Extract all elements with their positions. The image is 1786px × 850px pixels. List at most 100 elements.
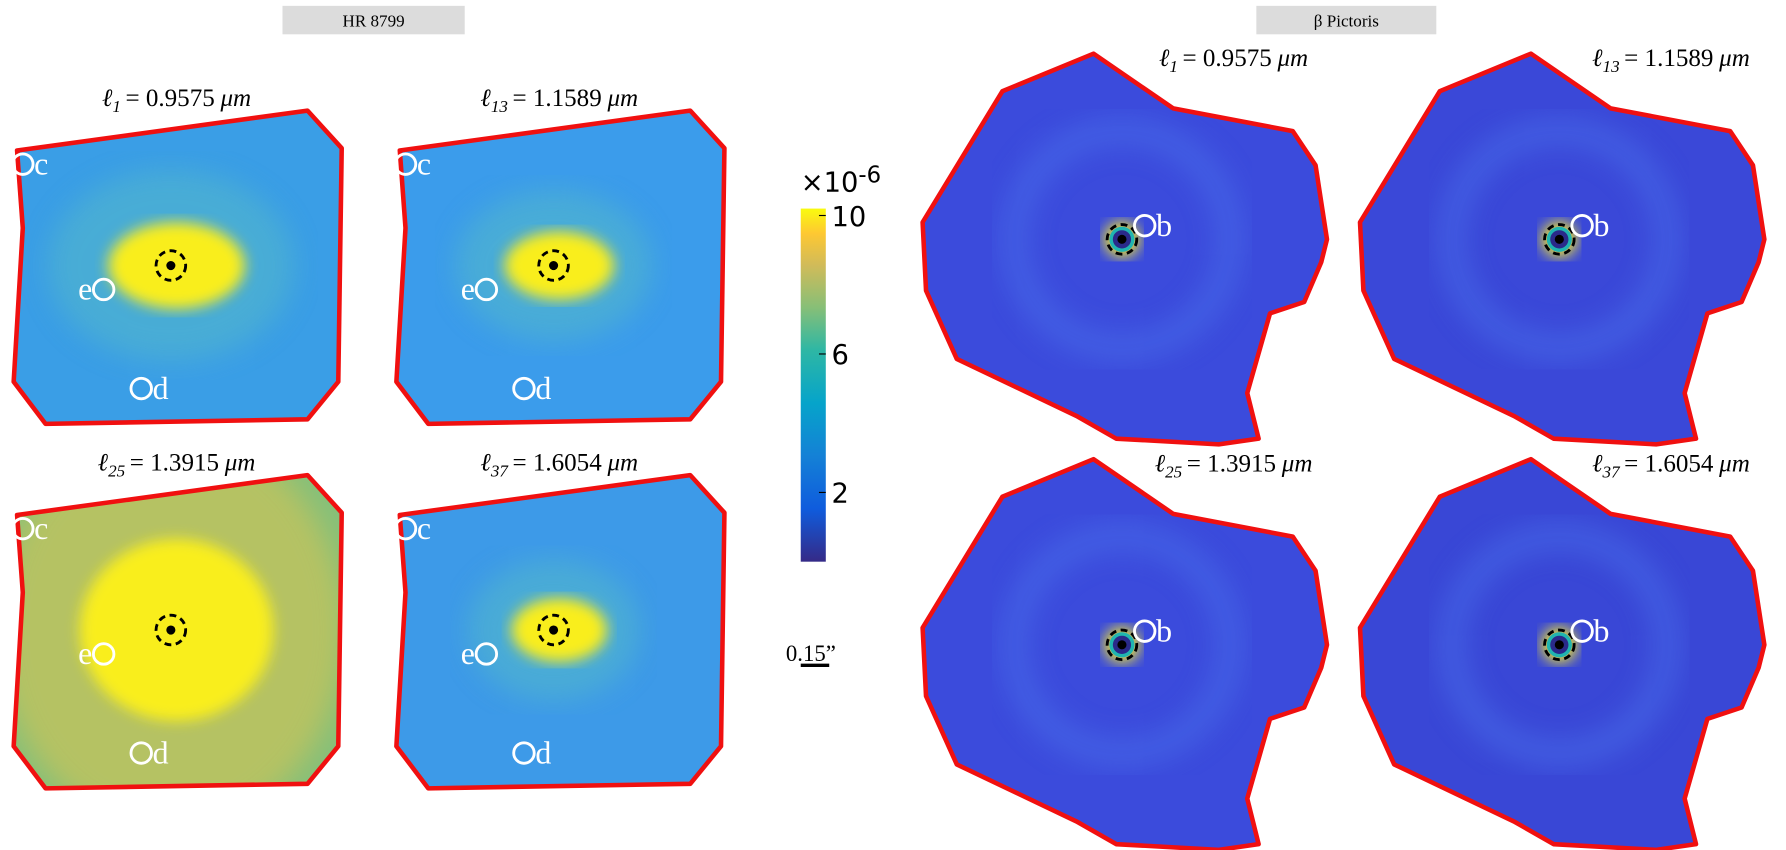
speckle	[79, 538, 274, 722]
panel: b ℓ1 = 0.9575 μm	[920, 45, 1330, 447]
symbol: ℓ	[1155, 451, 1166, 478]
symbol: ℓ	[1592, 451, 1603, 478]
speckle	[511, 598, 608, 662]
planet-label: d	[535, 735, 551, 770]
planet-marker	[1133, 213, 1157, 238]
planet-label: c	[417, 511, 431, 546]
star	[1117, 640, 1127, 650]
symbol: ℓ	[102, 85, 113, 112]
star-mask	[537, 249, 570, 282]
panel-image	[1360, 53, 1765, 445]
symbol: ℓ	[98, 450, 109, 477]
star	[549, 625, 559, 635]
panel-outline	[1357, 51, 1767, 447]
planet-label: e	[461, 272, 475, 307]
planet-marker	[393, 152, 418, 176]
unit: μm	[606, 450, 638, 477]
panel-image	[396, 110, 725, 424]
wavelength: = 1.6054	[1624, 451, 1714, 478]
planet-marker	[91, 642, 116, 666]
planet-label: d	[153, 735, 169, 770]
colorbar-tick-label: 6	[831, 340, 848, 371]
panel: c e d ℓ1 = 0.9575 μm	[11, 85, 344, 427]
group-header: β Pictoris	[1314, 11, 1379, 30]
star-mask	[1105, 223, 1139, 256]
symbol: ℓ	[1159, 45, 1170, 72]
panel-outline	[394, 108, 727, 427]
colorbar-multiplier: ×10-6	[801, 162, 881, 198]
panel: c e d ℓ37 = 1.6054 μm	[393, 450, 727, 791]
planet-marker	[129, 376, 153, 401]
unit: μm	[1718, 45, 1750, 72]
star	[166, 260, 176, 271]
unit: μm	[1276, 45, 1308, 72]
panel-title: ℓ13 = 1.1589 μm	[480, 85, 638, 116]
planet-marker	[91, 277, 116, 302]
ring	[1001, 118, 1243, 361]
index: 1	[1169, 57, 1178, 76]
star-mask	[154, 613, 188, 647]
panel-title: ℓ1 = 0.9575 μm	[1159, 45, 1308, 76]
panel-outline	[920, 456, 1330, 850]
planet-label: e	[78, 272, 92, 307]
index: 25	[1165, 462, 1183, 481]
panel: b ℓ25 = 1.3915 μm	[920, 451, 1330, 850]
unit: μm	[1718, 451, 1750, 478]
speckle	[504, 231, 614, 300]
panel-title: ℓ37 = 1.6054 μm	[1592, 451, 1750, 482]
wavelength: = 1.1589	[1624, 45, 1713, 72]
index: 37	[1602, 462, 1622, 481]
wavelength: = 1.6054	[512, 450, 602, 477]
panel-image	[922, 459, 1327, 850]
panel: b ℓ37 = 1.6054 μm	[1357, 451, 1767, 850]
planet-label: d	[153, 371, 169, 406]
index: 25	[108, 461, 126, 480]
unit: μm	[1281, 451, 1313, 478]
speckle	[108, 222, 245, 309]
planet-label: c	[34, 511, 48, 546]
star-mask	[1105, 628, 1139, 662]
index: 37	[490, 461, 510, 480]
planet-label: e	[78, 636, 92, 671]
panel: c e d ℓ13 = 1.1589 μm	[393, 85, 727, 427]
planet-label: d	[535, 371, 551, 406]
planet-label: b	[1594, 613, 1610, 648]
scale-bar-label: 0.15”	[786, 641, 836, 666]
star	[1554, 640, 1564, 650]
index: 13	[1603, 57, 1620, 76]
planet-label: b	[1594, 208, 1610, 243]
planet-marker	[1570, 213, 1594, 238]
panel-image	[396, 475, 725, 789]
star	[166, 625, 176, 635]
star	[549, 260, 559, 271]
planet-label: e	[461, 636, 475, 671]
ring	[1438, 118, 1681, 361]
group-header-bg	[282, 5, 465, 35]
planet-marker	[474, 277, 499, 302]
star-mask	[154, 249, 188, 282]
star-mask	[537, 613, 570, 647]
colorbar	[800, 208, 826, 562]
index: 13	[491, 97, 508, 116]
unit: μm	[606, 85, 638, 112]
planet-marker	[393, 516, 418, 541]
ring	[1438, 524, 1681, 766]
group-header: HR 8799	[343, 11, 405, 30]
panel: c e d ℓ25 = 1.3915 μm	[11, 450, 344, 791]
planet-marker	[512, 741, 536, 765]
wavelength: = 1.3915	[1187, 451, 1276, 478]
wavelength: = 0.9575	[1183, 45, 1272, 72]
wavelength: = 1.3915	[130, 450, 219, 477]
star	[1117, 234, 1127, 244]
panel: b ℓ13 = 1.1589 μm	[1357, 45, 1767, 447]
ring	[1001, 524, 1243, 766]
multiplier: ×10	[801, 167, 859, 198]
panel-outline	[11, 108, 344, 427]
wavelength: = 1.1589	[512, 85, 601, 112]
panel-title: ℓ1 = 0.9575 μm	[102, 85, 251, 116]
colorbar-tick-label: 10	[831, 202, 866, 233]
symbol: ℓ	[480, 85, 491, 112]
exponent: -6	[858, 162, 881, 188]
planet-label: b	[1156, 208, 1172, 243]
